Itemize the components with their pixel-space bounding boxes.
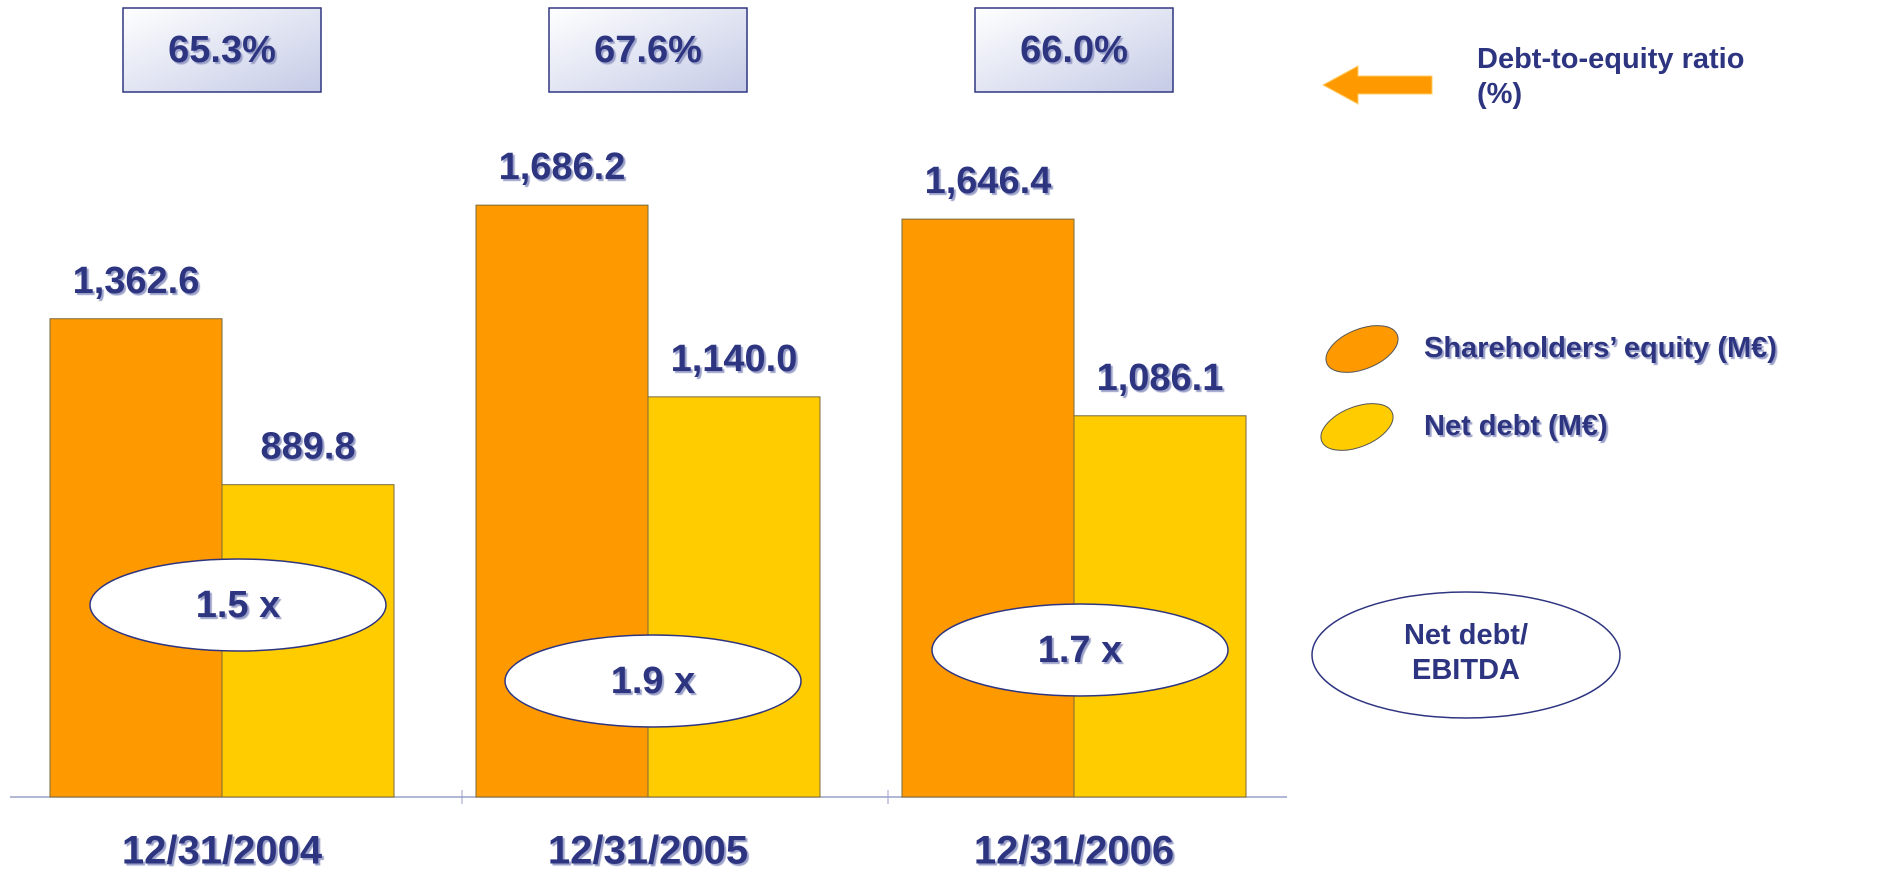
x-tick-label: 12/31/2006 bbox=[974, 829, 1174, 873]
value-label: 1,140.0 bbox=[671, 338, 798, 380]
ebitda-legend bbox=[1311, 591, 1621, 719]
value-label: 889.8 bbox=[260, 426, 355, 468]
bar bbox=[49, 318, 223, 798]
ebitda-ellipse bbox=[89, 558, 387, 652]
ratio-label: 67.6% bbox=[594, 29, 702, 71]
bar bbox=[647, 396, 821, 798]
legend-swatch bbox=[1325, 325, 1399, 373]
ratio-label: 66.0% bbox=[1020, 29, 1128, 71]
legend-text: Net debt (M€) bbox=[1424, 410, 1608, 442]
ratio-box bbox=[122, 7, 322, 93]
bar bbox=[901, 218, 1075, 798]
ebitda-legend-text: Net debt/ EBITDA bbox=[1403, 619, 1529, 686]
ratio-legend-text: Debt-to-equity ratio (%) bbox=[1477, 43, 1745, 110]
legend-text: Shareholders’ equity (M€) bbox=[1424, 332, 1777, 364]
ratio-box bbox=[974, 7, 1174, 93]
ebitda-label: 1.9 x bbox=[611, 660, 696, 702]
ratio-label: 65.3% bbox=[168, 29, 276, 71]
ratio-box bbox=[548, 7, 748, 93]
value-label: 1,646.4 bbox=[925, 160, 1052, 202]
value-label: 1,686.2 bbox=[499, 146, 626, 188]
x-tick-label: 12/31/2005 bbox=[548, 829, 748, 873]
ebitda-ellipse bbox=[931, 603, 1229, 697]
ebitda-label: 1.5 x bbox=[196, 584, 281, 626]
ebitda-ellipse bbox=[504, 634, 802, 728]
ratio-legend-arrow bbox=[1321, 65, 1433, 105]
x-tick-label: 12/31/2004 bbox=[122, 829, 323, 873]
ebitda-label: 1.7 x bbox=[1038, 629, 1123, 671]
legend-swatch bbox=[1320, 403, 1394, 451]
value-label: 1,362.6 bbox=[73, 260, 200, 302]
value-label: 1,086.1 bbox=[1097, 357, 1224, 399]
